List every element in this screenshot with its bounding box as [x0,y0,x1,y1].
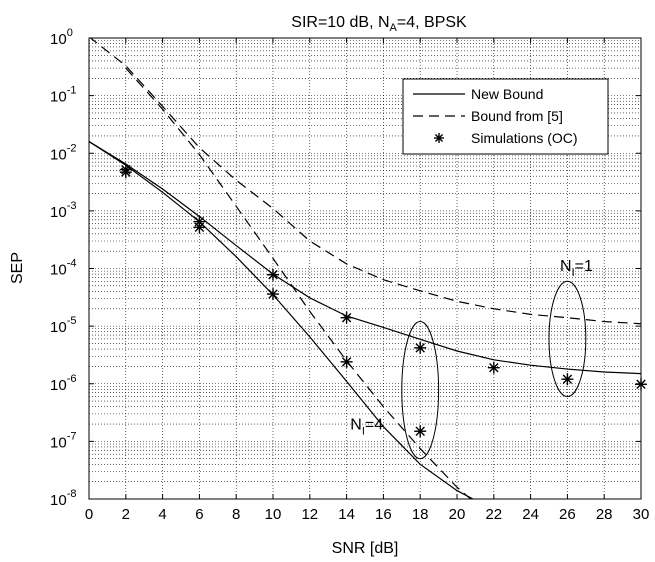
simulation-marker [635,378,647,391]
y-tick-label: 10-5 [50,315,76,336]
y-tick-label-base: 10 [50,89,67,106]
marker-stroke [636,379,646,389]
chart-title-sub: A [390,22,398,34]
marker-stroke [121,167,131,177]
simulation-marker [340,311,353,324]
simulation-marker [414,425,427,438]
y-tick-label-base: 10 [50,262,67,279]
y-tick-label: 10-6 [50,373,76,394]
chart-title: SIR=10 dB, NA=4, BPSK [291,14,467,34]
ticks: 0 2 4 6 8 10 12 14 16 18 20 22 24 26 28 3010010-110-210… [50,27,649,523]
y-axis-label: SEP [9,252,26,284]
x-tick-label: 2 [122,506,130,523]
annotations: NI=1NI=4 [350,258,593,437]
simulation-marker [267,268,279,281]
simulation-marker [119,166,132,179]
marker-stroke [489,362,499,373]
group-label-rest: =1 [575,258,593,275]
x-tick-label: 6 [195,506,203,523]
marker-stroke [341,312,352,323]
new-bound-line [89,140,641,375]
chart-title-rest: =4, BPSK [397,14,467,31]
y-tick-label: 10-1 [50,85,76,106]
y-tick-label: 10-4 [50,258,76,279]
group-label-main: N [350,417,362,434]
x-tick-label: 30 [633,506,650,523]
group-ellipse [548,280,587,398]
x-tick-label: 26 [559,506,576,523]
y-tick-label-base: 10 [50,31,67,48]
legend-entry-label: Bound from [5] [471,108,563,124]
chart-title-text: SIR=10 dB, NA=4, BPSK [291,14,467,34]
x-tick-label: 16 [375,506,392,523]
y-tick-label: 10-8 [50,488,76,509]
ellipses [401,280,587,460]
simulation-marker [561,373,574,386]
x-tick-label: 20 [449,506,466,523]
bound-from-5-line [89,38,641,325]
bound-from-5-line [125,67,472,499]
x-tick-label: 0 [85,506,93,523]
y-tick-label-exponent: -2 [67,142,77,154]
y-tick-label-exponent: -6 [67,373,77,385]
x-tick-label: 18 [412,506,429,523]
simulation-marker [487,361,500,374]
y-tick-label-exponent: -1 [67,85,77,97]
y-tick-label-base: 10 [50,204,67,221]
y-tick-label: 100 [50,27,73,48]
legend-entry-label: New Bound [471,86,543,102]
group-label-sub: I [572,267,575,279]
marker-stroke [562,374,573,384]
y-tick-label-base: 10 [50,146,67,163]
y-tick-label-exponent: -3 [67,200,77,212]
marker-stroke [268,269,278,280]
y-tick-label-base: 10 [50,492,67,509]
group-label: NI=4 [350,417,383,438]
simulation-marker [193,221,206,234]
x-tick-label: 8 [232,506,240,523]
new-bound-line [89,140,475,499]
simulation-marker [414,341,427,354]
x-tick-label: 14 [338,506,355,523]
y-tick-label: 10-7 [50,430,76,451]
group-label-rest: =4 [365,417,383,434]
y-tick-label-exponent: -4 [67,258,77,270]
y-tick-label-exponent: -8 [67,488,77,500]
x-tick-label: 22 [485,506,502,523]
y-tick-label: 10-3 [50,200,76,221]
marker-stroke [194,222,205,232]
group-label-sub: I [362,426,365,438]
series [89,38,641,499]
x-tick-label: 12 [301,506,318,523]
y-tick-label-base: 10 [50,377,67,394]
y-tick-label-exponent: -5 [67,315,77,327]
y-tick-label-base: 10 [50,319,67,336]
marker-stroke [341,357,352,367]
marker-stroke [268,289,278,299]
simulation-marker [267,288,279,301]
marker-stroke [415,343,425,353]
x-tick-label: 24 [522,506,539,523]
legend: New Bound Bound from [5] Simulations (OC) [402,78,609,155]
x-tick-label: 10 [265,506,282,523]
chart-title-main: SIR=10 dB, N [291,14,389,31]
markers [119,163,647,438]
y-tick-label-exponent: 0 [67,27,73,39]
x-tick-label: 28 [596,506,613,523]
y-tick-label-base: 10 [50,434,67,451]
group-label-main: N [560,258,572,275]
simulation-marker [434,133,444,143]
legend-entry-label: Simulations (OC) [471,130,578,146]
group-label: NI=1 [560,258,593,279]
marker-stroke [415,426,425,436]
x-axis-label: SNR [dB] [332,540,399,557]
y-tick-label-exponent: -7 [67,430,77,442]
group-ellipse [401,321,440,460]
simulation-marker [340,355,353,368]
y-tick-label: 10-2 [50,142,76,163]
marker-stroke [434,133,444,143]
x-tick-label: 4 [158,506,166,523]
